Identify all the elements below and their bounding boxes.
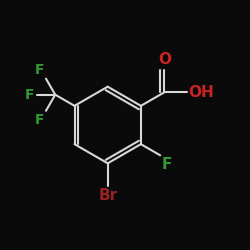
Text: F: F — [162, 156, 172, 172]
Text: Br: Br — [98, 188, 117, 202]
Text: F: F — [35, 113, 45, 127]
Text: OH: OH — [188, 85, 214, 100]
Text: F: F — [35, 63, 45, 77]
Text: F: F — [25, 88, 35, 102]
Text: O: O — [158, 52, 171, 67]
